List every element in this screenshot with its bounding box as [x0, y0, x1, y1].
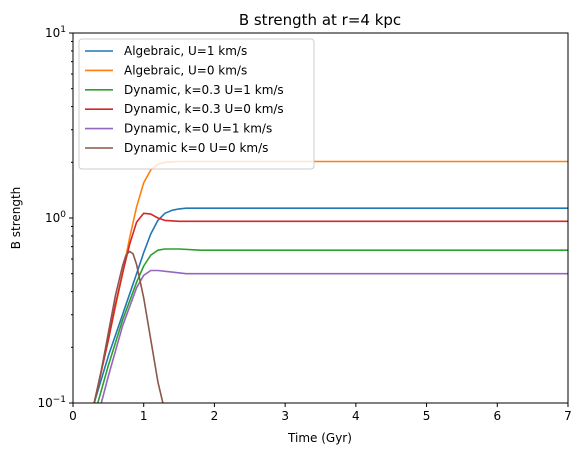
x-axis-label: Time (Gyr)	[287, 431, 352, 445]
series-line-6	[93, 250, 164, 403]
x-tick-label: 4	[352, 409, 360, 423]
series-line-2	[93, 160, 568, 403]
series-line-3	[97, 248, 568, 403]
x-tick-label: 7	[564, 409, 572, 423]
chart-title: B strength at r=4 kpc	[239, 11, 401, 29]
x-tick-label: 6	[493, 409, 501, 423]
legend-box	[78, 38, 315, 170]
x-tick-label: 5	[423, 409, 431, 423]
y-tick-label: 10−1	[37, 395, 66, 410]
x-tick-label: 3	[281, 409, 289, 423]
legend-label-6: Dynamic k=0 U=0 km/s	[124, 141, 268, 155]
series-line-5	[100, 269, 568, 403]
y-axis: 10−1 100 101	[37, 25, 73, 410]
y-tick-label: 101	[45, 25, 66, 40]
x-axis: 0 1 2 3 4 5 6 7	[69, 403, 572, 423]
legend-label-4: Dynamic, k=0.3 U=0 km/s	[124, 102, 284, 116]
legend-label-3: Dynamic, k=0.3 U=1 km/s	[124, 83, 284, 97]
x-tick-label: 2	[211, 409, 219, 423]
legend-label-2: Algebraic, U=0 km/s	[124, 63, 247, 77]
legend: Algebraic, U=1 km/s Algebraic, U=0 km/s Dy…	[78, 38, 315, 170]
x-tick-label: 0	[69, 409, 77, 423]
series-line-4	[93, 212, 568, 403]
series-layer	[93, 160, 568, 403]
legend-label-1: Algebraic, U=1 km/s	[124, 44, 247, 58]
series-line-1	[93, 207, 568, 403]
y-tick-label: 100	[45, 210, 66, 225]
legend-label-5: Dynamic, k=0 U=1 km/s	[124, 122, 272, 136]
x-tick-label: 1	[140, 409, 148, 423]
y-axis-label: B strength	[9, 187, 23, 250]
